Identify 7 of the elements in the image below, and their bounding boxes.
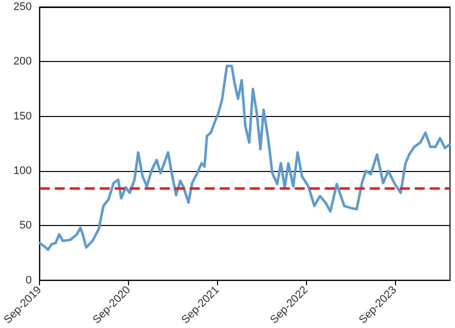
y-tick-label: 0	[26, 274, 32, 286]
y-tick-label: 250	[13, 1, 32, 13]
y-tick-label: 150	[13, 110, 32, 122]
line-series	[38, 64, 451, 251]
y-tick-label: 100	[13, 164, 32, 177]
y-tick-label: 200	[13, 56, 32, 68]
y-tick-label: 50	[19, 220, 32, 232]
